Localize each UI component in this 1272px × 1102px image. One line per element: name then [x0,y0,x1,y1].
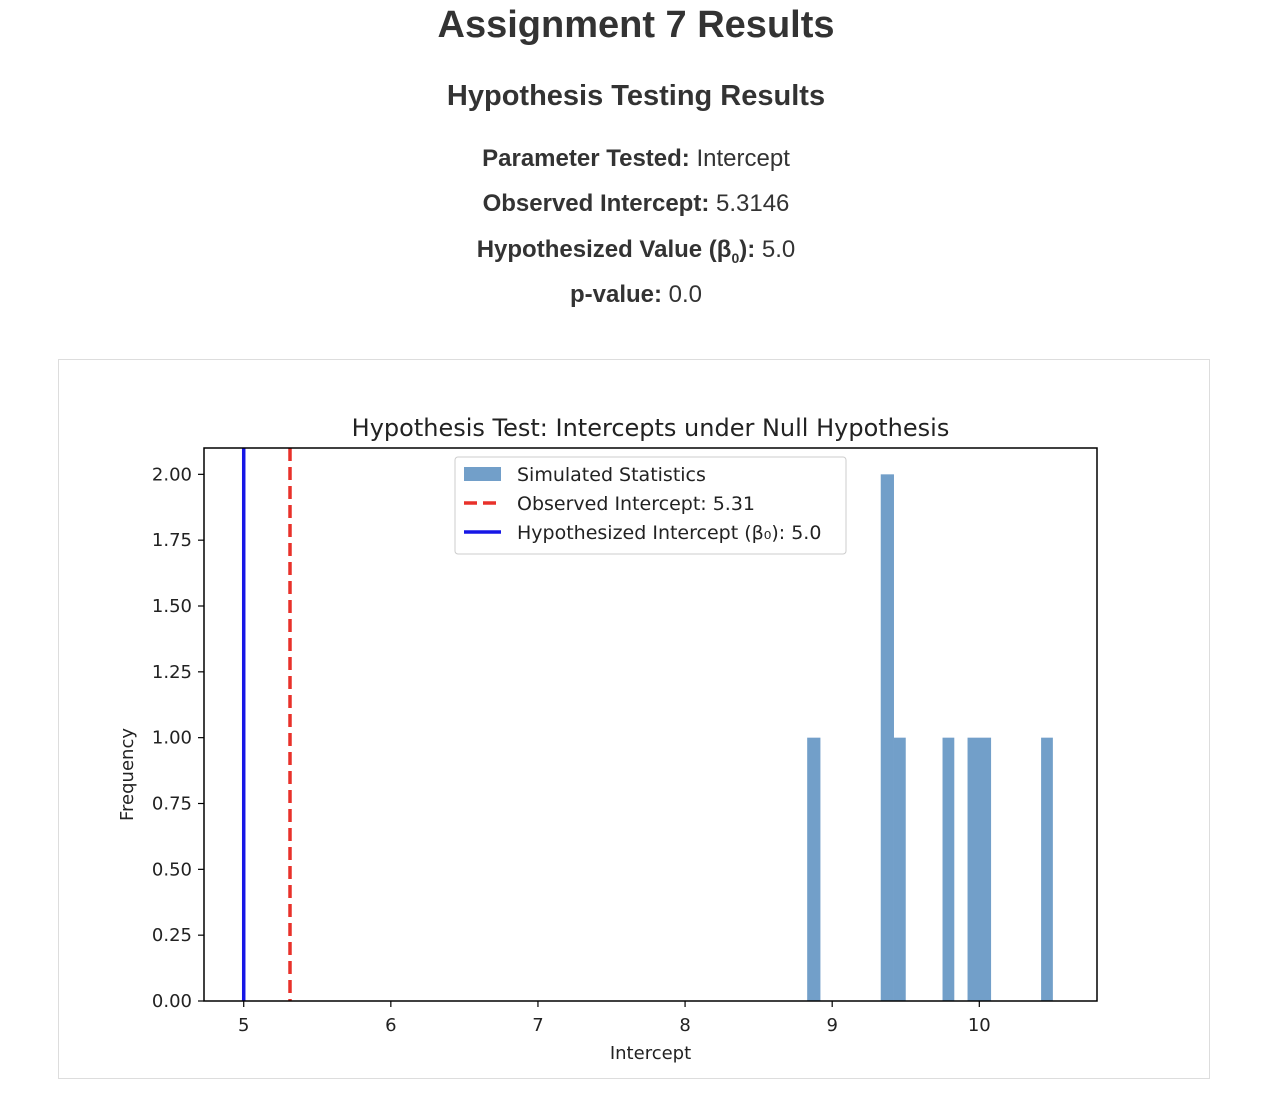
histogram-chart: Hypothesis Test: Intercepts under Null H… [117,414,1098,1064]
section-title: Hypothesis Testing Results [446,80,826,112]
legend-label: Observed Intercept: 5.31 [517,493,755,515]
x-tick-label: 9 [826,1015,837,1036]
parameter-tested-label: Parameter Tested: [482,145,690,172]
chart-title: Hypothesis Test: Intercepts under Null H… [352,414,950,442]
histogram-bar [807,737,821,1001]
observed-intercept-label: Observed Intercept: [482,190,710,217]
legend-label: Simulated Statistics [517,464,706,486]
histogram-bar [967,737,992,1001]
y-tick-label: 0.00 [152,991,192,1012]
y-tick-label: 1.75 [152,530,192,551]
p-value-line: p-value: 0.0 [0,281,1272,309]
parameter-tested-line: Parameter Tested: Intercept [0,145,1272,173]
legend-box [454,456,847,555]
x-axis-label: Intercept [610,1043,691,1064]
p-value-label: p-value: [569,281,662,308]
x-tick-label: 8 [679,1015,690,1036]
parameter-tested-value: Intercept [696,145,790,172]
legend-label: Hypothesized Intercept (β₀): 5.0 [517,522,821,544]
histogram-bar [942,737,955,1001]
hypothesized-value-value: 5.0 [761,236,796,263]
plot-frame [203,447,1098,1002]
x-tick-label: 6 [385,1015,396,1036]
p-value-value: 0.0 [668,281,703,308]
hypothesized-label-suffix: ): [739,236,756,263]
y-tick-label: 1.00 [152,728,192,749]
y-axis-label: Frequency [117,728,138,821]
histogram-bar [893,737,906,1001]
hypothesized-label-prefix: Hypothesized Value (β [476,236,732,263]
y-tick-label: 0.75 [152,794,192,815]
page-title: Assignment 7 Results [437,4,835,46]
x-tick-label: 7 [532,1015,543,1036]
chart-figure: Hypothesis Test: Intercepts under Null H… [58,359,1210,1079]
y-tick-label: 1.50 [152,596,192,617]
histogram-bar [1041,737,1053,1001]
legend-patch-simulated [464,467,501,481]
y-tick-label: 0.50 [152,859,192,880]
y-tick-label: 2.00 [152,464,192,485]
observed-intercept-line: Observed Intercept: 5.3146 [0,190,1272,218]
hypothesized-value-label: Hypothesized Value (β0): [476,236,756,266]
histogram-bar [880,474,894,1001]
hypothesized-value-line: Hypothesized Value (β0): 5.0 [0,236,1272,266]
x-tick-label: 10 [968,1015,991,1036]
x-tick-label: 5 [238,1015,249,1036]
y-tick-label: 0.25 [152,925,192,946]
hypothesized-label-sub: 0 [731,249,740,266]
observed-intercept-value: 5.3146 [716,190,790,217]
y-tick-label: 1.25 [152,662,192,683]
